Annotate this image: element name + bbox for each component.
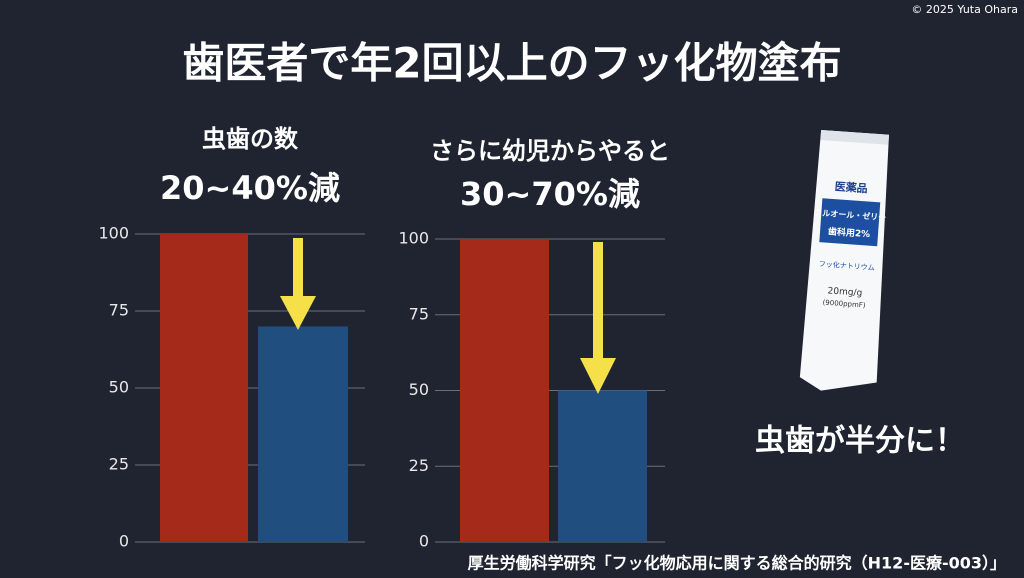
bar [558, 390, 647, 542]
slide-title: 歯医者で年2回以上のフッ化物塗布 [182, 39, 841, 88]
source: 厚生労働科学研究「フッ化物応用に関する総合的研究（H12-医療-003）」 [468, 554, 1006, 573]
tube-body [799, 130, 889, 391]
product-category: 医薬品 [834, 179, 868, 195]
arrow [593, 242, 603, 360]
y-tick-label: 100 [398, 229, 429, 248]
bar [160, 234, 248, 542]
product-strength: 20mg/g [827, 286, 862, 298]
arrow [293, 238, 303, 298]
arrows [280, 238, 616, 394]
y-tick-label: 75 [409, 304, 429, 323]
y-tick-label: 75 [109, 301, 129, 320]
bar [460, 239, 549, 542]
y-tick-label: 25 [409, 456, 429, 475]
product-ingredient: フッ化ナトリウム [819, 259, 875, 272]
product-ppm: (9000ppmF) [822, 299, 866, 310]
y-tick-label: 25 [109, 455, 129, 474]
chart-title: さらに幼児からやると [430, 137, 670, 165]
chart-subtitle: 30~70%減 [460, 175, 640, 213]
copyright: © 2025 Yuta Ohara [911, 3, 1018, 16]
y-tick-label: 50 [409, 380, 429, 399]
product-use: 歯科用2% [828, 225, 871, 240]
arrow-head [280, 296, 316, 330]
tube-crimp [820, 130, 889, 145]
product-tube: 医薬品 フルオール・ゼリー 歯科用2% フッ化ナトリウム 20mg/g (900… [799, 130, 889, 391]
y-tick-label: 100 [98, 224, 129, 243]
caption: 虫歯が半分に！ [755, 424, 965, 459]
product-label [819, 198, 881, 247]
y-tick-label: 0 [119, 532, 129, 551]
bar [258, 326, 348, 542]
arrow-head [580, 358, 616, 394]
y-tick-label: 50 [109, 378, 129, 397]
chart-subtitle: 20~40%減 [160, 169, 340, 207]
chart-title: 虫歯の数 [202, 125, 299, 153]
charts: 0 25 50 75 100 0 25 50 75 100 [98, 224, 665, 551]
y-tick-label: 0 [419, 532, 429, 551]
